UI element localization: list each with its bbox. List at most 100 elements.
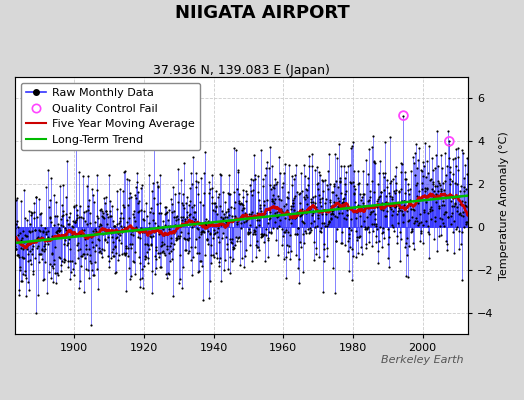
Point	[152, 256, 160, 262]
Point	[17, 278, 26, 284]
Point	[198, 263, 206, 270]
Point	[144, 260, 152, 266]
Point	[155, 254, 163, 261]
Point	[167, 248, 175, 254]
Point	[182, 221, 191, 227]
Point	[213, 228, 221, 235]
Point	[197, 175, 205, 181]
Point	[97, 213, 106, 220]
Point	[129, 224, 138, 231]
Point	[384, 255, 392, 261]
Point	[39, 236, 48, 242]
Point	[354, 181, 363, 187]
Point	[215, 259, 223, 265]
Point	[238, 200, 246, 207]
Point	[446, 213, 455, 220]
Point	[193, 220, 202, 226]
Point	[463, 204, 472, 210]
Point	[256, 208, 265, 214]
Point	[434, 163, 442, 169]
Point	[333, 226, 341, 232]
Point	[135, 198, 144, 204]
Point	[436, 188, 445, 194]
Point	[206, 231, 215, 237]
Point	[245, 210, 253, 217]
Point	[45, 268, 53, 275]
Point	[344, 248, 352, 254]
Point	[82, 242, 90, 248]
Point	[265, 216, 273, 222]
Point	[258, 233, 267, 240]
Point	[136, 260, 144, 266]
Point	[368, 221, 376, 227]
Point	[95, 248, 103, 255]
Point	[278, 242, 287, 249]
Point	[71, 128, 80, 134]
Point	[239, 187, 247, 194]
Point	[374, 260, 383, 266]
Point	[361, 225, 369, 232]
Point	[271, 196, 279, 203]
Point	[238, 207, 246, 213]
Point	[155, 230, 163, 237]
Point	[226, 236, 235, 242]
Point	[242, 198, 250, 204]
Point	[130, 270, 139, 277]
Point	[196, 258, 205, 264]
Point	[187, 244, 195, 250]
Point	[449, 195, 457, 201]
Point	[109, 245, 117, 252]
Point	[220, 267, 228, 273]
Point	[49, 265, 58, 271]
Point	[330, 199, 339, 206]
Point	[188, 204, 196, 210]
Point	[448, 178, 456, 184]
Point	[20, 215, 29, 222]
Point	[406, 185, 414, 192]
Point	[203, 222, 211, 228]
Point	[388, 194, 396, 201]
Point	[375, 238, 384, 244]
Point	[90, 259, 99, 265]
Point	[28, 242, 37, 249]
Point	[311, 166, 320, 173]
Point	[287, 248, 296, 254]
Point	[414, 200, 422, 206]
Point	[177, 229, 185, 236]
Point	[137, 207, 145, 214]
Point	[281, 229, 289, 235]
Point	[152, 244, 160, 250]
Point	[335, 141, 343, 148]
Point	[189, 218, 198, 225]
Point	[82, 246, 91, 252]
Point	[372, 233, 380, 240]
Point	[230, 245, 238, 251]
Point	[191, 209, 200, 215]
Point	[212, 203, 221, 209]
Point	[144, 242, 152, 248]
Point	[299, 218, 307, 225]
Point	[72, 217, 80, 224]
Point	[406, 202, 414, 208]
Point	[47, 263, 56, 270]
Point	[234, 168, 242, 175]
Point	[155, 210, 163, 217]
Point	[398, 198, 407, 204]
Point	[208, 185, 216, 191]
Point	[318, 210, 326, 217]
Point	[380, 187, 388, 193]
Point	[355, 180, 363, 186]
Point	[431, 183, 439, 189]
Point	[35, 196, 43, 202]
Point	[151, 220, 159, 226]
Point	[35, 259, 43, 266]
Point	[150, 229, 159, 236]
Point	[430, 188, 439, 194]
Point	[135, 276, 144, 282]
Point	[278, 184, 286, 190]
Point	[65, 236, 73, 242]
Point	[78, 214, 86, 220]
Point	[60, 255, 68, 262]
Point	[118, 215, 127, 221]
Point	[404, 218, 412, 224]
